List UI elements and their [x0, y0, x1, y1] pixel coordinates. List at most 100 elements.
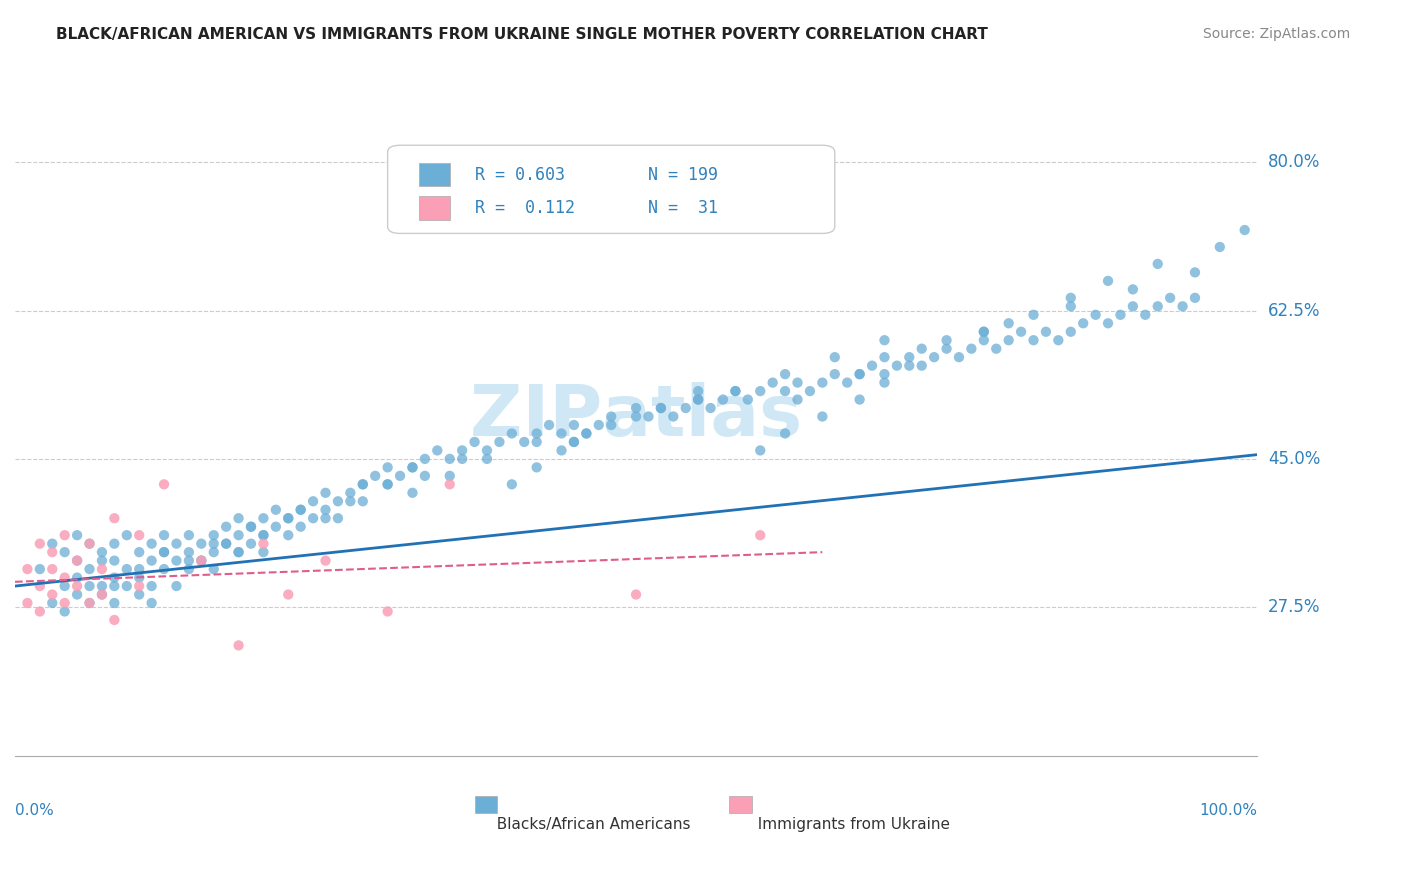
Point [128, 528, 150, 542]
Point [352, 477, 374, 491]
Point [811, 409, 834, 424]
Point [290, 519, 312, 533]
Point [1097, 316, 1119, 330]
Point [1146, 257, 1168, 271]
Point [911, 359, 934, 373]
Point [786, 376, 808, 390]
Point [103, 613, 125, 627]
Point [464, 434, 486, 449]
Point [339, 494, 361, 508]
Point [202, 545, 225, 559]
Point [1171, 299, 1194, 313]
Point [377, 460, 399, 475]
FancyBboxPatch shape [475, 797, 496, 814]
Point [475, 443, 498, 458]
Point [53, 571, 76, 585]
Point [28, 536, 51, 550]
Point [128, 562, 150, 576]
Point [228, 511, 250, 525]
Point [252, 528, 274, 542]
Point [202, 536, 225, 550]
Point [624, 588, 647, 602]
Point [737, 392, 759, 407]
Point [997, 316, 1019, 330]
Point [439, 451, 461, 466]
Point [401, 460, 423, 475]
Point [53, 545, 76, 559]
Point [1122, 299, 1144, 313]
Point [41, 596, 63, 610]
Point [153, 545, 176, 559]
Text: 80.0%: 80.0% [1268, 153, 1320, 171]
Point [252, 528, 274, 542]
Point [91, 588, 114, 602]
Point [377, 605, 399, 619]
Point [562, 434, 585, 449]
Point [228, 545, 250, 559]
Point [190, 553, 212, 567]
Point [66, 528, 89, 542]
Point [439, 468, 461, 483]
Point [873, 333, 896, 347]
Point [53, 596, 76, 610]
Point [166, 536, 188, 550]
Point [1060, 325, 1083, 339]
Point [326, 494, 349, 508]
Point [650, 401, 672, 415]
Text: 62.5%: 62.5% [1268, 301, 1320, 319]
Point [1146, 299, 1168, 313]
Point [277, 511, 299, 525]
Point [973, 333, 995, 347]
Text: Immigrants from Ukraine: Immigrants from Ukraine [748, 816, 950, 831]
Point [66, 588, 89, 602]
Point [662, 409, 685, 424]
Point [128, 579, 150, 593]
Point [526, 460, 548, 475]
Point [588, 417, 610, 432]
FancyBboxPatch shape [730, 797, 752, 814]
Point [17, 562, 39, 576]
FancyBboxPatch shape [388, 145, 835, 234]
Point [451, 451, 474, 466]
Point [103, 511, 125, 525]
FancyBboxPatch shape [419, 162, 450, 186]
Point [141, 579, 163, 593]
Point [526, 426, 548, 441]
Point [153, 562, 176, 576]
Point [128, 571, 150, 585]
Point [215, 536, 238, 550]
Point [240, 519, 263, 533]
Point [240, 536, 263, 550]
Point [240, 519, 263, 533]
Point [202, 562, 225, 576]
Point [1060, 299, 1083, 313]
Point [526, 434, 548, 449]
Point [973, 325, 995, 339]
Point [290, 502, 312, 516]
Point [91, 545, 114, 559]
Point [66, 571, 89, 585]
Point [837, 376, 859, 390]
Point [773, 367, 796, 381]
Point [41, 545, 63, 559]
Point [115, 562, 138, 576]
Point [948, 350, 970, 364]
Point [153, 528, 176, 542]
Point [886, 359, 908, 373]
Point [1135, 308, 1157, 322]
Point [190, 553, 212, 567]
Point [41, 536, 63, 550]
Text: 100.0%: 100.0% [1199, 803, 1257, 818]
Point [922, 350, 945, 364]
Point [66, 553, 89, 567]
Point [202, 528, 225, 542]
Point [79, 596, 101, 610]
Text: 27.5%: 27.5% [1268, 599, 1320, 616]
Point [624, 401, 647, 415]
Point [128, 588, 150, 602]
Point [960, 342, 983, 356]
Text: Blacks/African Americans: Blacks/African Americans [486, 816, 690, 831]
Text: R = 0.603: R = 0.603 [475, 166, 565, 184]
Point [228, 528, 250, 542]
Point [935, 342, 957, 356]
